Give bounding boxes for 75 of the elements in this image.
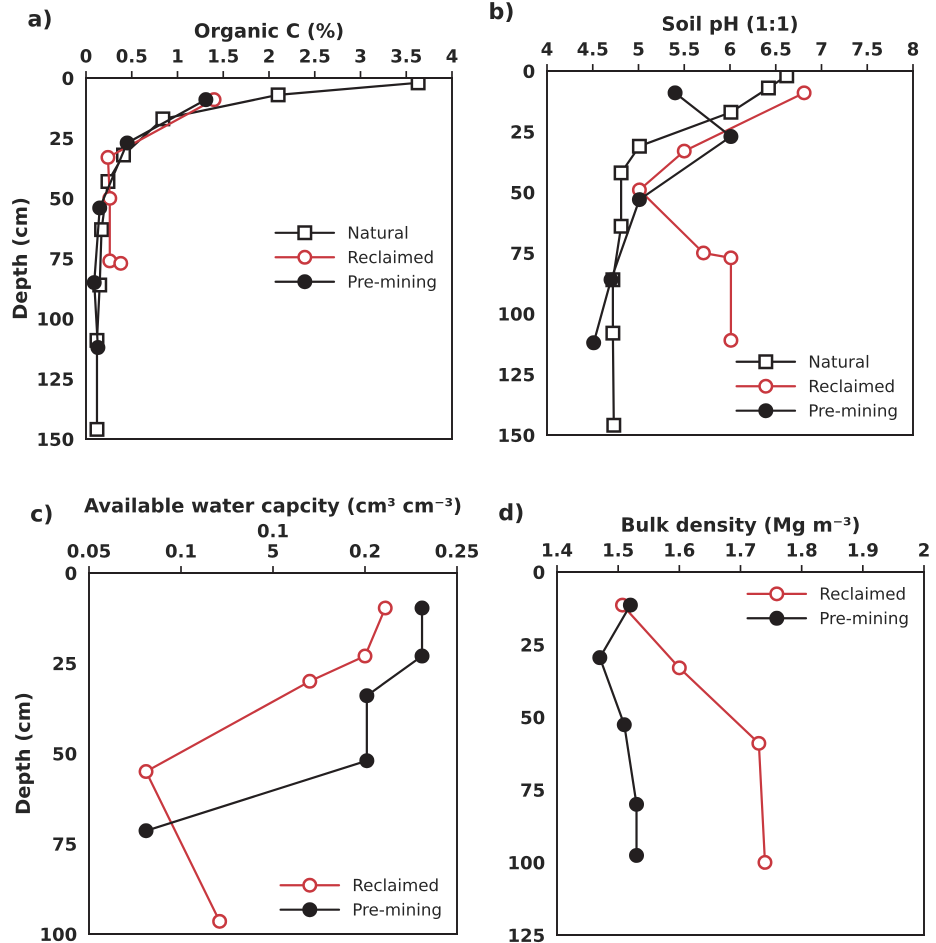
y-tick-label: 75 [521,783,544,797]
x-tick-label: 4.5 [578,42,608,56]
x-axis-title: Bulk density (Mg m⁻³) [622,516,859,536]
x-tick-label: 1.4 [543,543,572,556]
y-axis-title: Depth (cm) [15,694,34,814]
y-tick-label: 150 [38,432,74,446]
chart-title: b) [490,2,513,22]
x-tick-label: 0.1 5 [258,524,288,558]
x-tick-label: 1.9 [848,543,878,557]
x-tick-label: 5 [634,42,644,56]
x-tick-label: 1.8 [788,543,817,557]
x-tick-label: 4 [446,49,458,62]
y-tick-label: 100 [38,312,74,326]
x-axis-title: Organic C (%) [194,22,342,42]
y-tick-label: 0 [523,64,534,78]
x-tick-label: 0 [80,49,92,63]
legend-label: Natural [348,226,408,239]
y-axis-title: Depth (cm) [12,198,31,318]
y-tick-label: 75 [511,246,534,260]
x-tick-label: 1.5 [209,49,238,63]
y-tick-label: 25 [521,638,544,652]
chart-title: a) [28,10,51,30]
x-tick-label: 1.7 [726,543,756,556]
x-tick-label: 1.6 [665,543,694,557]
x-tick-label: 4 [542,42,552,56]
chart-title: c) [31,504,52,524]
x-tick-label: 2 [919,543,929,556]
x-tick-label: 5.5 [670,42,699,56]
y-tick-label: 50 [50,192,74,206]
y-tick-label: 150 [500,428,534,442]
x-tick-label: 8 [908,42,918,56]
x-tick-label: 3.5 [391,49,421,63]
legend-label: Reclaimed [354,878,438,892]
legend-label: Pre-mining [348,274,436,292]
x-tick-label: 0.2 [350,544,380,558]
x-tick-label: 1 [173,49,183,62]
legend-label: Reclaimed [810,379,894,392]
legend-label: Reclaimed [348,250,433,264]
y-tick-label: 50 [53,746,76,761]
y-tick-label: 0 [533,565,544,580]
x-axis-title: Soil pH (1:1) [662,16,797,35]
y-tick-label: 100 [42,927,76,942]
y-tick-label: 75 [53,837,76,851]
x-tick-label: 6 [724,42,736,56]
y-tick-label: 125 [510,928,544,942]
legend-label: Pre-mining [354,902,440,919]
y-tick-label: 0 [62,71,74,86]
x-tick-label: 2.5 [300,49,330,63]
x-tick-label: 0.5 [116,49,146,63]
legend-label: Pre-mining [820,611,908,628]
x-tick-label: 2 [264,49,274,62]
y-tick-label: 25 [511,125,534,139]
y-tick-label: 100 [500,307,534,321]
y-tick-label: 25 [50,132,73,146]
chart-title: d) [499,503,522,524]
x-tick-label: 6.5 [760,42,790,56]
legend-label: Pre-mining [810,404,896,420]
x-tick-label: 7 [816,42,826,56]
x-tick-label: 0.25 [436,544,478,558]
x-tick-label: 1.5 [604,543,633,557]
y-tick-label: 100 [510,856,544,870]
legend-label: Natural [810,354,868,368]
y-tick-label: 0 [65,566,76,580]
y-tick-label: 25 [53,656,76,670]
x-tick-label: 0.05 [68,544,110,558]
x-tick-label: 3 [355,49,366,63]
y-tick-label: 50 [511,186,534,200]
y-tick-label: 50 [521,710,544,724]
y-tick-label: 75 [50,252,73,266]
x-tick-label: 0.1 [166,544,196,558]
y-tick-label: 125 [38,372,73,386]
legend-label: Reclaimed [820,587,905,600]
x-tick-label: 7.5 [852,42,882,56]
y-tick-label: 125 [500,368,534,382]
x-axis-title: Available water capcity (cm³ cm⁻³) [84,498,460,517]
